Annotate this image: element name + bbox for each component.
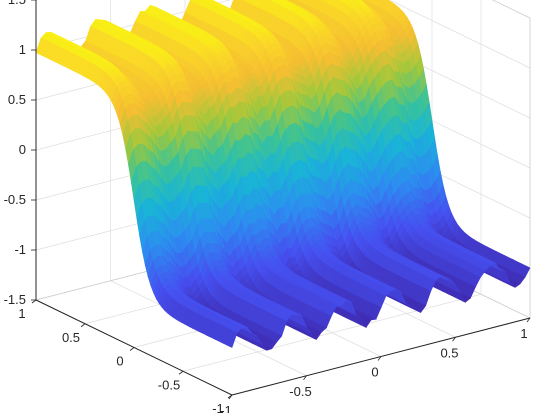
- z-tick-label: 0.5: [8, 92, 26, 107]
- y-tick-label: 1: [18, 306, 25, 321]
- x-tick-label: 0: [371, 365, 378, 380]
- z-tick-label: 0: [19, 142, 26, 157]
- y-tick-mark: [80, 323, 86, 328]
- surface-plot: [35, 0, 531, 351]
- z-tick-label: -0.5: [4, 192, 26, 207]
- y-tick-label: 0: [116, 354, 123, 369]
- z-tick-label: -1: [14, 242, 26, 257]
- y-tick-mark: [31, 299, 37, 304]
- grid-line: [182, 293, 482, 372]
- y-tick-label: -0.5: [158, 377, 180, 392]
- y-tick-label: 0.5: [62, 330, 80, 345]
- grid-line: [35, 0, 231, 51]
- y-tick-mark: [178, 370, 184, 375]
- x-tick-label: 1: [520, 326, 527, 341]
- box-edge: [492, 0, 531, 19]
- y-tick-label: -1: [212, 401, 224, 413]
- x-tick-label: -0.5: [289, 384, 311, 399]
- z-tick-label: -1.5: [4, 292, 26, 307]
- z-tick-label: 1: [19, 42, 26, 57]
- y-tick-mark: [129, 347, 135, 351]
- z-tick-label: 1.5: [8, 0, 26, 7]
- grid-line: [388, 0, 531, 69]
- x-tick-label: 0.5: [440, 345, 458, 360]
